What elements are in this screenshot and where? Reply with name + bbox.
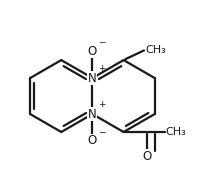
Text: N: N [88, 108, 97, 121]
Text: +: + [98, 100, 105, 109]
Text: O: O [88, 45, 97, 58]
Text: O: O [88, 134, 97, 147]
Text: CH₃: CH₃ [166, 127, 187, 137]
Text: CH₃: CH₃ [145, 45, 166, 55]
Text: O: O [143, 150, 152, 163]
Text: N: N [88, 72, 97, 85]
Text: +: + [98, 64, 105, 73]
Text: −: − [98, 127, 105, 136]
Text: −: − [98, 37, 105, 46]
